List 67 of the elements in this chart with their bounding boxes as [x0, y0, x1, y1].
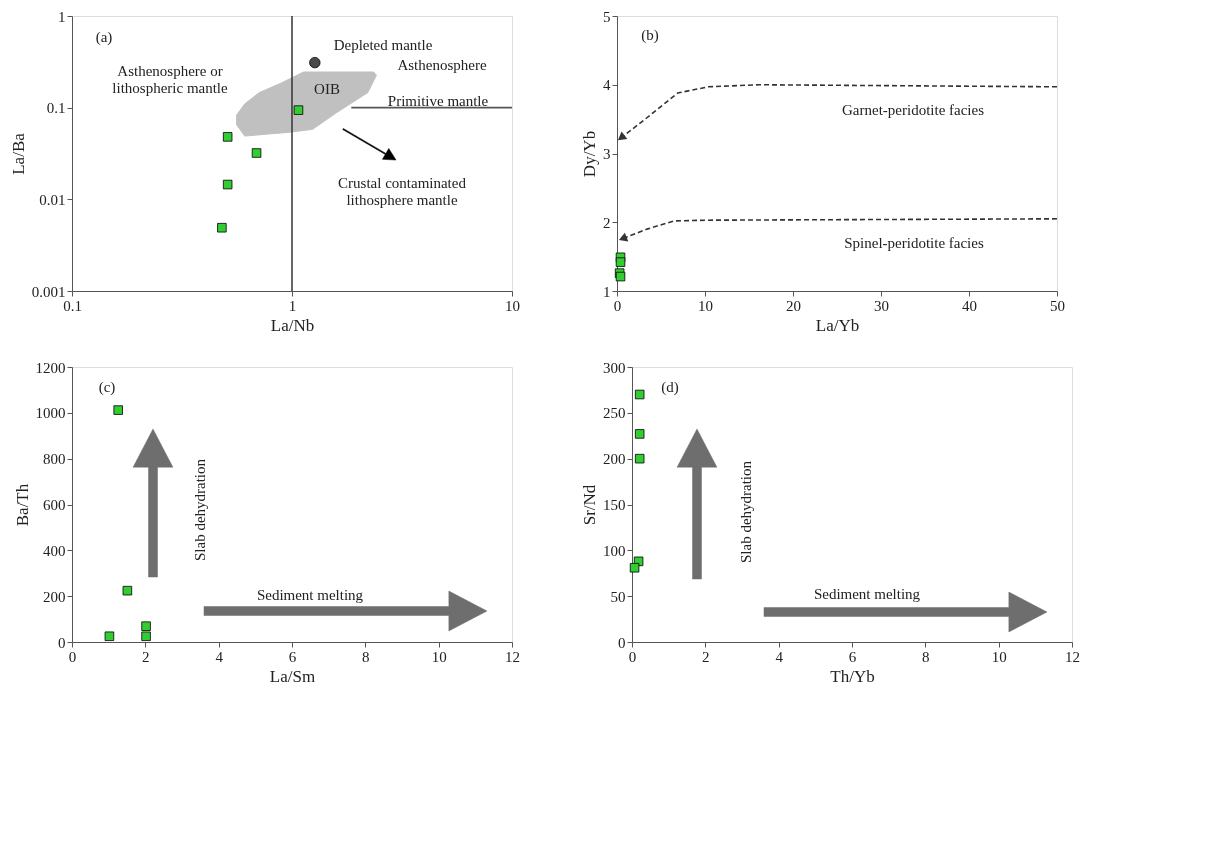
x-tick-label: 10	[431, 648, 447, 665]
x-tick-label: 1	[288, 297, 297, 314]
y-tick-label: 50	[610, 588, 626, 605]
y-tick-label: 2	[603, 214, 611, 231]
x-tick-label: 10	[505, 297, 520, 314]
y-tick-label: 4	[603, 77, 611, 94]
annotation: Asthenosphere	[397, 57, 487, 73]
y-tick-label: 0.1	[46, 100, 66, 117]
x-tick-label: 6	[288, 648, 297, 665]
y-tick-label: 1	[58, 8, 66, 25]
x-tick-label: 50	[1050, 297, 1065, 314]
x-tick-label: 4	[775, 648, 784, 665]
annotation: (d)	[661, 379, 679, 396]
x-tick-label: 12	[1065, 648, 1080, 665]
annotation: Slab dehydration	[192, 458, 208, 562]
annotation: Asthenosphere or lithospheric mantle	[112, 63, 229, 96]
x-tick-label: 20	[786, 297, 801, 314]
y-tick-label: 200	[43, 588, 66, 605]
y-tick-label: 400	[43, 542, 66, 559]
annotation: (c)	[98, 379, 116, 396]
y-tick-label: 0.001	[31, 283, 66, 300]
annotation: Crustal contaminated lithosphere mantle	[338, 175, 467, 208]
y-tick-label: 250	[603, 405, 626, 422]
annotation: Sediment melting	[256, 587, 364, 603]
annotation: Spinel-peridotite facies	[844, 235, 984, 251]
y-axis-title: Dy/Yb	[580, 130, 599, 178]
y-tick-label: 200	[603, 451, 626, 468]
x-axis-title: La/Yb	[815, 315, 860, 335]
annotation: (b)	[641, 27, 659, 44]
annotation: Sediment melting	[813, 586, 921, 602]
y-tick-label: 600	[43, 497, 66, 513]
y-tick-label: 5	[603, 8, 611, 25]
annotation: Garnet-peridotite facies	[841, 102, 985, 118]
x-axis-title: La/Nb	[270, 315, 315, 335]
y-tick-label: 150	[603, 497, 626, 513]
x-tick-label: 0	[628, 648, 637, 665]
y-axis-title: La/Ba	[8, 132, 28, 175]
y-tick-label: 1	[603, 283, 611, 300]
y-tick-label: 300	[603, 359, 626, 376]
x-axis-title: Th/Yb	[830, 666, 875, 686]
x-tick-label: 2	[142, 648, 150, 665]
annotation: (a)	[95, 29, 113, 46]
annotation: OIB	[314, 81, 340, 97]
annotation: Primitive mantle	[387, 93, 489, 109]
x-tick-label: 4	[215, 648, 224, 665]
y-tick-label: 0	[618, 634, 626, 651]
y-tick-label: 3	[603, 146, 611, 162]
x-tick-label: 10	[991, 648, 1007, 665]
annotation: Depleted mantle	[333, 37, 433, 53]
x-tick-label: 8	[922, 648, 930, 665]
y-tick-label: 0.01	[39, 191, 66, 208]
x-tick-label: 12	[505, 648, 520, 665]
x-tick-label: 8	[362, 648, 370, 665]
x-tick-label: 10	[698, 297, 713, 314]
x-tick-label: 30	[874, 297, 889, 314]
y-tick-label: 1200	[35, 359, 66, 376]
x-tick-label: 40	[962, 297, 977, 314]
annotation: Slab dehydration	[738, 460, 754, 564]
y-tick-label: 100	[603, 542, 626, 559]
x-tick-label: 6	[848, 648, 857, 665]
x-axis-title: La/Sm	[269, 666, 316, 686]
y-tick-label: 800	[43, 451, 66, 468]
y-tick-label: 0	[58, 634, 66, 651]
y-tick-label: 1000	[35, 405, 66, 422]
y-axis-title: Ba/Th	[12, 483, 32, 527]
y-axis-title: Sr/Nd	[580, 484, 599, 526]
x-tick-label: 2	[702, 648, 710, 665]
